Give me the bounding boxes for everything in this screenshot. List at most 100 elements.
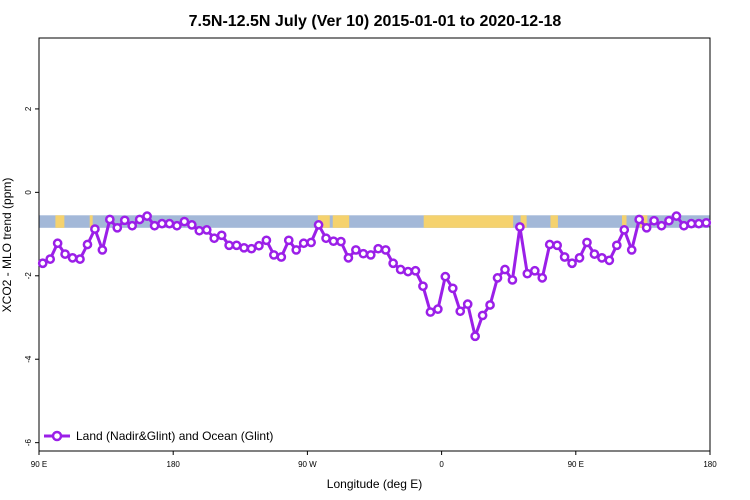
data-point [611,240,622,251]
data-point [559,252,570,262]
data-point [701,217,712,228]
data-point [515,222,525,232]
data-point [649,215,659,226]
x-tick-label: 180 [167,460,181,469]
data-point [388,258,398,269]
data-point [321,233,331,244]
data-point [298,238,309,249]
data-point [97,245,108,255]
data-point [619,225,630,235]
data-point [306,237,316,248]
data-point [283,235,294,246]
series-layer [37,211,712,342]
land-segment [520,215,527,228]
data-point [440,271,451,282]
land-segment [550,215,558,228]
x-tick-label: 90 W [298,460,317,469]
data-point [485,300,495,310]
legend-marker [51,430,63,442]
data-point [164,218,175,229]
data-point [693,218,704,229]
data-point [529,265,540,276]
data-point [425,307,436,317]
land-segment [622,215,627,228]
y-axis: -6 -4 -2 0 2 [24,106,39,446]
x-tick-label: 180 [703,460,717,469]
data-point [410,265,421,276]
data-point [142,211,152,221]
data-point [552,240,563,251]
legend: Land (Nadir&Glint) and Ocean (Glint) [44,429,273,443]
data-point [597,252,607,263]
data-point [343,252,354,263]
data-point [52,238,63,249]
data-point [276,252,287,262]
data-point [574,252,585,263]
data-point [447,283,458,294]
data-point [403,266,413,277]
data-point [582,237,592,248]
land-segment [332,215,350,228]
land-ocean-band [39,215,710,228]
data-point [477,310,488,321]
data-point [567,258,577,269]
data-point [641,222,652,233]
data-point [75,254,85,264]
ocean-band [39,215,710,228]
data-point [149,220,160,231]
data-point [604,255,615,266]
legend-label: Land (Nadir&Glint) and Ocean (Glint) [76,429,273,443]
x-axis-label: Longitude (deg E) [327,477,422,491]
data-point [544,239,555,250]
data-point [186,220,197,230]
data-point [209,233,220,244]
land-segment [55,215,65,228]
y-tick-label: -2 [24,272,33,280]
y-tick-label: -4 [24,355,33,363]
data-point [60,249,70,259]
land-segment [317,215,330,228]
data-point [82,239,93,250]
data-point [365,250,376,260]
data-point [201,225,212,235]
y-tick-label: -6 [24,439,33,447]
data-point [358,248,369,259]
data-point [37,258,48,269]
data-point [313,220,324,230]
data-point [373,243,384,254]
plot-frame [38,37,711,452]
x-tick-label: 0 [439,460,444,469]
data-point [455,306,466,317]
data-point [351,245,361,255]
data-point [664,215,674,226]
data-point [634,214,645,225]
y-tick-label: 2 [24,106,33,111]
data-point [656,220,667,231]
data-point [254,240,264,251]
land-segment [89,215,93,228]
data-point [216,230,227,241]
data-point [395,264,406,275]
land-segment [423,215,514,228]
data-point [686,218,697,229]
data-point [67,252,78,263]
y-tick-label: 0 [24,190,33,195]
data-point [336,236,346,247]
chart-title: 7.5N-12.5N July (Ver 10) 2015-01-01 to 2… [189,13,562,30]
data-point [679,220,689,231]
data-point [104,214,115,225]
data-point [261,235,272,246]
data-point [224,240,234,251]
land-segment [639,215,648,228]
data-point [127,220,138,231]
data-point [246,243,257,254]
data-point [134,214,145,225]
data-point [470,331,480,342]
data-point [418,281,428,292]
data-point [328,236,339,247]
data-point [626,245,637,255]
y-axis-label: XCO2 - MLO trend (ppm) [0,178,14,313]
data-point [90,224,100,234]
data-point [119,215,130,226]
data-point [157,218,167,229]
